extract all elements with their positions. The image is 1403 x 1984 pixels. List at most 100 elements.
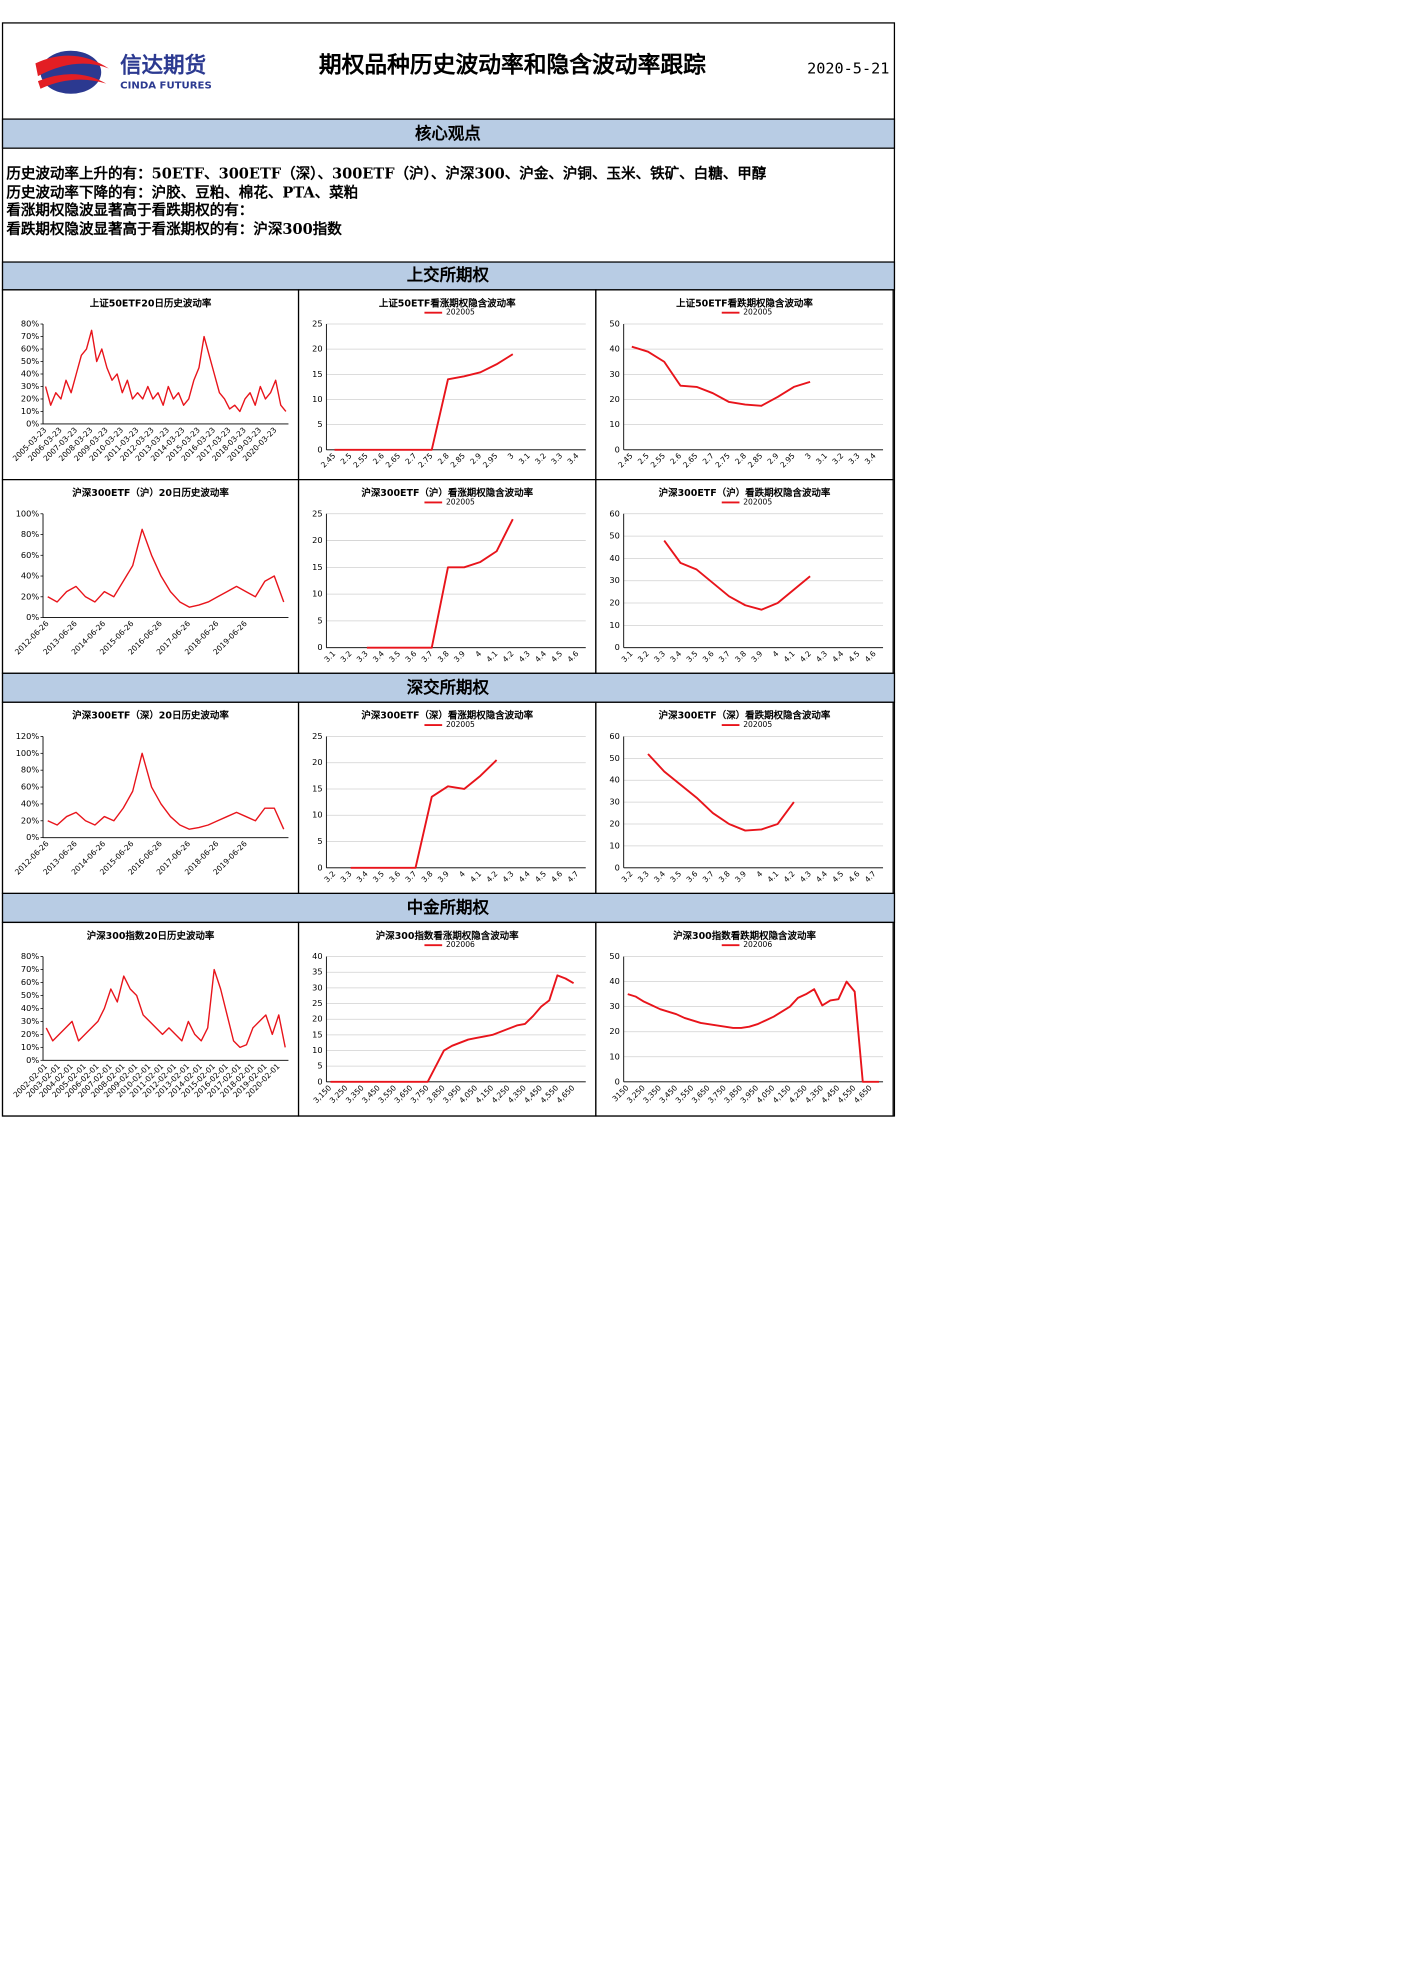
- chart-title: 沪深300ETF（沪）看涨期权隐含波动率: [361, 487, 533, 499]
- x-tick-label: 3: [803, 451, 813, 461]
- y-tick-label: 60%: [21, 782, 39, 792]
- data-line: [334, 353, 514, 451]
- y-tick-label: 40: [609, 775, 619, 785]
- core-line: 历史波动率上升的有：50ETF、300ETF（深）、300ETF（沪）、沪深30…: [6, 165, 766, 183]
- data-line: [366, 518, 514, 649]
- section-band: [1, 118, 896, 149]
- y-tick-label: 80%: [21, 319, 39, 329]
- core-line: 历史波动率下降的有：沪胶、豆粕、棉花、PTA、菜粕: [6, 184, 358, 202]
- data-line: [45, 968, 286, 1049]
- y-tick-label: 40: [609, 344, 619, 354]
- y-tick-label: 15: [312, 562, 322, 572]
- legend-label: 202005: [446, 720, 475, 729]
- y-tick-label: 20: [609, 598, 619, 608]
- y-tick-label: 10: [609, 620, 619, 630]
- y-tick-label: 60%: [21, 977, 39, 987]
- y-tick-label: 40%: [21, 368, 39, 378]
- logo-text: 信达期货: [120, 52, 206, 78]
- chart-title: 沪深300指数看跌期权隐含波动率: [673, 930, 816, 942]
- data-line: [47, 528, 285, 608]
- x-tick-label: 3: [506, 451, 516, 461]
- y-tick-label: 80%: [21, 529, 39, 539]
- y-tick-label: 30%: [21, 1016, 39, 1026]
- y-tick-label: 25: [312, 508, 322, 518]
- y-tick-label: 10%: [21, 406, 39, 416]
- data-line: [47, 752, 285, 830]
- y-tick-label: 0%: [26, 832, 39, 842]
- chart-title: 沪深300ETF（深）看跌期权隐含波动率: [659, 710, 831, 722]
- y-tick-label: 0: [317, 862, 322, 872]
- chart-panel: [595, 289, 894, 481]
- core-line: 看涨期权隐波显著高于看跌期权的有：: [6, 201, 253, 219]
- legend-label: 202005: [446, 308, 475, 317]
- y-tick-label: 25: [312, 998, 322, 1008]
- legend-label: 202005: [743, 497, 772, 506]
- legend-label: 202006: [743, 940, 772, 949]
- y-tick-label: 70%: [21, 331, 39, 341]
- y-tick-label: 10: [312, 589, 322, 599]
- y-tick-label: 10: [312, 1045, 322, 1055]
- y-tick-label: 0%: [26, 418, 39, 428]
- y-tick-label: 25: [312, 319, 322, 329]
- y-tick-label: 20: [609, 1026, 619, 1036]
- logo-subtext: CINDA FUTURES: [120, 81, 212, 92]
- data-line: [631, 345, 811, 407]
- y-tick-label: 50%: [21, 356, 39, 366]
- x-tick-label: 4: [771, 649, 781, 659]
- chart-title: 沪深300指数20日历史波动率: [87, 930, 215, 942]
- y-tick-label: 40%: [21, 1003, 39, 1013]
- report-date: 2020-5-21: [807, 60, 889, 78]
- section-title: 深交所期权: [407, 678, 490, 697]
- y-tick-label: 15: [312, 369, 322, 379]
- data-line: [330, 974, 575, 1083]
- chart-title: 沪深300ETF（深）看涨期权隐含波动率: [361, 710, 533, 722]
- y-tick-label: 25: [312, 731, 322, 741]
- y-tick-label: 20: [609, 818, 619, 828]
- legend-label: 202005: [446, 497, 475, 506]
- data-line: [627, 980, 879, 1083]
- x-tick-label: 4: [473, 649, 483, 659]
- y-tick-label: 100%: [16, 508, 40, 518]
- y-tick-label: 30: [609, 575, 619, 585]
- y-tick-label: 50: [609, 319, 619, 329]
- y-tick-label: 30: [609, 797, 619, 807]
- y-tick-label: 20: [312, 535, 322, 545]
- chart-title: 上证50ETF看涨期权隐含波动率: [379, 297, 516, 309]
- chart-panel: [297, 701, 597, 894]
- y-tick-label: 20%: [21, 1029, 39, 1039]
- chart-title: 上证50ETF20日历史波动率: [90, 297, 212, 309]
- y-tick-label: 50%: [21, 990, 39, 1000]
- y-tick-label: 10: [312, 810, 322, 820]
- x-tick-label: 4: [457, 869, 467, 879]
- y-tick-label: 30: [312, 982, 322, 992]
- y-tick-label: 50: [609, 753, 619, 763]
- y-tick-label: 5: [317, 836, 322, 846]
- legend-label: 202005: [743, 720, 772, 729]
- chart-panel: [595, 921, 894, 1117]
- y-tick-label: 20%: [21, 393, 39, 403]
- y-tick-label: 0: [615, 1076, 620, 1086]
- y-tick-label: 40%: [21, 571, 39, 581]
- y-tick-label: 120%: [16, 731, 40, 741]
- y-tick-label: 70%: [21, 964, 39, 974]
- y-tick-label: 5: [317, 1061, 322, 1071]
- chart-title: 上证50ETF看跌期权隐含波动率: [676, 297, 813, 309]
- chart-title: 沪深300ETF（深）20日历史波动率: [72, 710, 229, 722]
- logo: [35, 50, 109, 94]
- y-tick-label: 40: [609, 976, 619, 986]
- y-tick-label: 0%: [26, 1055, 39, 1065]
- y-tick-label: 60%: [21, 344, 39, 354]
- chart-title: 沪深300指数看涨期权隐含波动率: [376, 930, 519, 942]
- y-tick-label: 0: [615, 862, 620, 872]
- y-tick-label: 15: [312, 1029, 322, 1039]
- y-tick-label: 0%: [26, 612, 39, 622]
- y-tick-label: 20%: [21, 591, 39, 601]
- chart-panel: [1, 479, 300, 674]
- y-tick-label: 30: [609, 369, 619, 379]
- section-band: [1, 672, 896, 703]
- data-line: [663, 540, 811, 611]
- core-line: 看跌期权隐波显著高于看涨期权的有：沪深300指数: [6, 220, 342, 238]
- y-tick-label: 0: [615, 642, 620, 652]
- chart-title: 沪深300ETF（沪）看跌期权隐含波动率: [659, 487, 831, 499]
- chart-panel: [1, 921, 300, 1117]
